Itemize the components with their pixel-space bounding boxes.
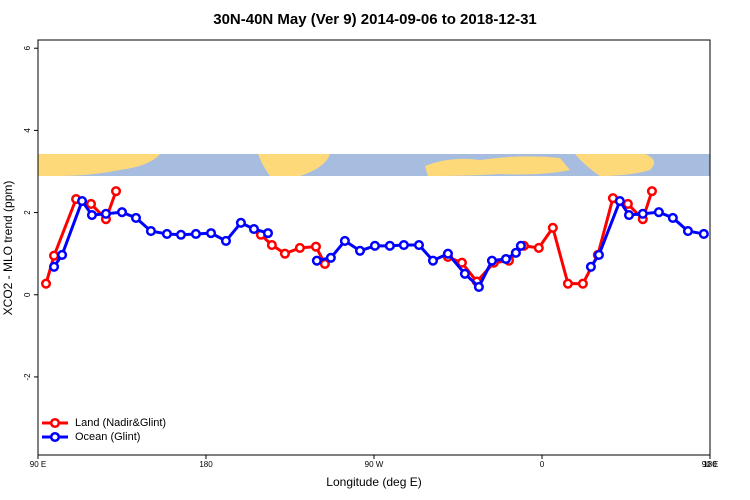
data-point (515, 240, 526, 251)
y-tick-label: 4 (23, 128, 32, 133)
data-point (190, 228, 201, 239)
data-point (653, 207, 664, 218)
x-tick-label: 0 (540, 460, 545, 469)
legend: Land (Nadir&Glint) Ocean (Glint) (42, 417, 166, 443)
legend-marker (49, 431, 61, 443)
data-point (57, 249, 68, 260)
y-tick-label: -2 (23, 373, 32, 381)
data-point (310, 241, 321, 252)
series-line (44, 190, 654, 286)
data-point (667, 212, 678, 223)
data-point (325, 252, 336, 263)
legend-marker (49, 417, 61, 429)
data-point (547, 222, 558, 233)
data-point (235, 217, 246, 228)
data-point (354, 245, 366, 256)
data-point (637, 208, 648, 219)
legend-label: Land (Nadir&Glint) (75, 417, 166, 429)
data-point (311, 255, 322, 266)
data-point (77, 196, 88, 207)
data-point (279, 248, 291, 259)
x-tick-label: 90 E (702, 460, 718, 469)
x-tick-label: 90 E (30, 460, 46, 469)
data-point (698, 228, 709, 239)
data-point (145, 226, 156, 237)
x-tick-label: 90 W (365, 460, 384, 469)
data-point (116, 207, 128, 218)
data-point (205, 228, 217, 239)
data-point (646, 186, 657, 197)
data-point (86, 209, 97, 221)
data-point (40, 278, 52, 289)
data-point (85, 198, 97, 209)
data-point (510, 247, 521, 258)
data-point (500, 253, 512, 265)
data-point (49, 250, 60, 261)
data-point (130, 212, 142, 223)
y-tick-label: 0 (23, 292, 32, 297)
data-point (266, 239, 277, 251)
data-point (577, 278, 588, 289)
data-point (486, 255, 498, 266)
data-point (459, 268, 470, 279)
legend-label: Ocean (Glint) (75, 431, 140, 443)
data-point (110, 186, 122, 197)
x-axis-label: Longitude (deg E) (326, 475, 421, 489)
data-point (248, 223, 260, 235)
data-point (623, 209, 635, 221)
y-tick-label: 2 (23, 210, 32, 215)
data-point (593, 249, 604, 260)
x-tick-label: 180 (703, 460, 717, 469)
x-tick-label: 180 (199, 460, 213, 469)
data-point (49, 261, 60, 272)
chart-title: 30N-40N May (Ver 9) 2014-09-06 to 2018-1… (213, 11, 537, 28)
data-point (456, 257, 467, 268)
data-point (220, 235, 232, 246)
data-point (585, 261, 596, 272)
data-point (175, 229, 187, 240)
data-point (427, 255, 439, 266)
data-point (339, 235, 350, 246)
data-point (682, 226, 694, 237)
data-point (442, 248, 453, 259)
data-point (398, 239, 409, 251)
data-point (262, 228, 274, 239)
data-point (294, 242, 305, 253)
map-strip (38, 154, 710, 176)
data-point (533, 242, 544, 253)
y-tick-label: 6 (23, 45, 32, 50)
data-point (369, 240, 380, 251)
y-axis-label: XCO2 - MLO trend (ppm) (1, 181, 15, 316)
data-point (161, 228, 173, 239)
data-point (622, 198, 633, 209)
data-point (562, 278, 573, 289)
data-point (413, 239, 425, 251)
data-point (100, 208, 111, 219)
data-point (473, 281, 484, 292)
data-point (614, 196, 625, 207)
data-point (384, 240, 395, 251)
